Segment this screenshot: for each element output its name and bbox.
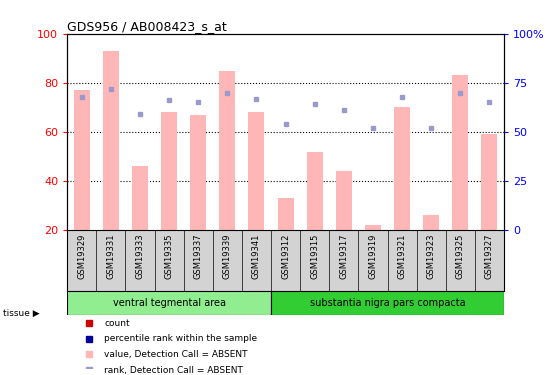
Bar: [190, 115, 206, 230]
Bar: [74, 90, 90, 230]
Bar: [278, 198, 293, 230]
Bar: [394, 107, 410, 230]
Bar: [365, 225, 381, 230]
Text: tissue ▶: tissue ▶: [3, 309, 39, 318]
Text: GSM19333: GSM19333: [136, 233, 144, 279]
Text: GSM19331: GSM19331: [106, 233, 115, 279]
Text: GSM19329: GSM19329: [77, 233, 86, 279]
Text: value, Detection Call = ABSENT: value, Detection Call = ABSENT: [104, 350, 248, 359]
Bar: [220, 70, 235, 230]
Bar: [132, 166, 148, 230]
Text: substantia nigra pars compacta: substantia nigra pars compacta: [310, 298, 465, 308]
Text: GSM19341: GSM19341: [252, 233, 261, 279]
Text: GDS956 / AB008423_s_at: GDS956 / AB008423_s_at: [67, 20, 227, 33]
Bar: [307, 152, 323, 230]
Text: GSM19319: GSM19319: [368, 233, 377, 279]
Bar: [336, 171, 352, 230]
Text: count: count: [104, 318, 130, 327]
Text: GSM19315: GSM19315: [310, 233, 319, 279]
Text: ventral tegmental area: ventral tegmental area: [113, 298, 226, 308]
Text: GSM19339: GSM19339: [223, 233, 232, 279]
Text: GSM19323: GSM19323: [427, 233, 436, 279]
Text: GSM19312: GSM19312: [281, 233, 290, 279]
Text: rank, Detection Call = ABSENT: rank, Detection Call = ABSENT: [104, 366, 243, 375]
Text: GSM19317: GSM19317: [339, 233, 348, 279]
Bar: [249, 112, 264, 230]
Bar: [423, 215, 439, 230]
Text: GSM19325: GSM19325: [456, 233, 465, 279]
Bar: [103, 51, 119, 230]
Bar: [271, 291, 504, 315]
Bar: [67, 291, 271, 315]
Text: GSM19321: GSM19321: [398, 233, 407, 279]
Bar: [452, 75, 468, 230]
Text: percentile rank within the sample: percentile rank within the sample: [104, 334, 258, 343]
Text: GSM19335: GSM19335: [165, 233, 174, 279]
Bar: [482, 134, 497, 230]
Text: GSM19327: GSM19327: [485, 233, 494, 279]
Bar: [161, 112, 177, 230]
Text: GSM19337: GSM19337: [194, 233, 203, 279]
